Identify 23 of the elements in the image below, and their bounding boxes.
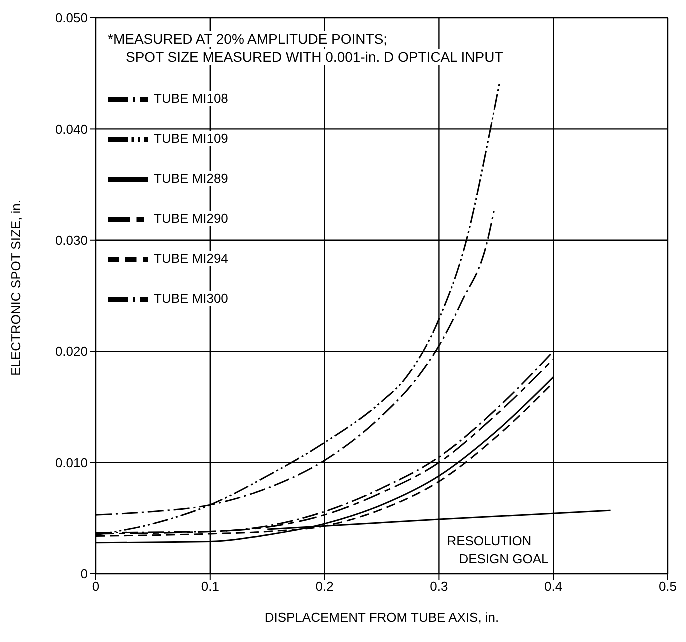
x-tick-label: 0.1 [201, 579, 220, 594]
y-tick-label: 0 [80, 566, 88, 582]
x-axis-title: DISPLACEMENT FROM TUBE AXIS, in. [264, 610, 500, 625]
legend-label: TUBE MI290 [152, 211, 230, 226]
annotation: SPOT SIZE MEASURED WITH 0.001-in. D OPTICAL INPUT [126, 49, 504, 65]
x-tick-label: 0.5 [658, 579, 678, 594]
y-tick-label: 0.010 [55, 455, 88, 470]
legend-label: TUBE MI289 [152, 171, 230, 186]
y-tick-label: 0.040 [55, 122, 88, 137]
annotation: *MEASURED AT 20% AMPLITUDE POINTS; [108, 31, 388, 47]
x-tick-label: 0 [92, 579, 100, 594]
y-tick-label: 0.030 [55, 233, 88, 248]
y-axis-title: ELECTRONIC SPOT SIZE, in. [8, 200, 24, 376]
x-tick-label: 0.4 [544, 579, 563, 594]
y-tick-label: 0.020 [55, 344, 88, 360]
annotation: RESOLUTION DESIGN GOAL [447, 534, 549, 567]
legend-label: TUBE MI109 [152, 131, 230, 146]
legend-label: TUBE MI294 [152, 251, 230, 266]
legend-label: TUBE MI108 [152, 91, 230, 106]
x-tick-label: 0.3 [430, 579, 448, 594]
x-tick-label: 0.2 [316, 579, 334, 594]
legend-label: TUBE MI300 [152, 291, 230, 306]
y-tick-label: 0.050 [55, 10, 88, 26]
